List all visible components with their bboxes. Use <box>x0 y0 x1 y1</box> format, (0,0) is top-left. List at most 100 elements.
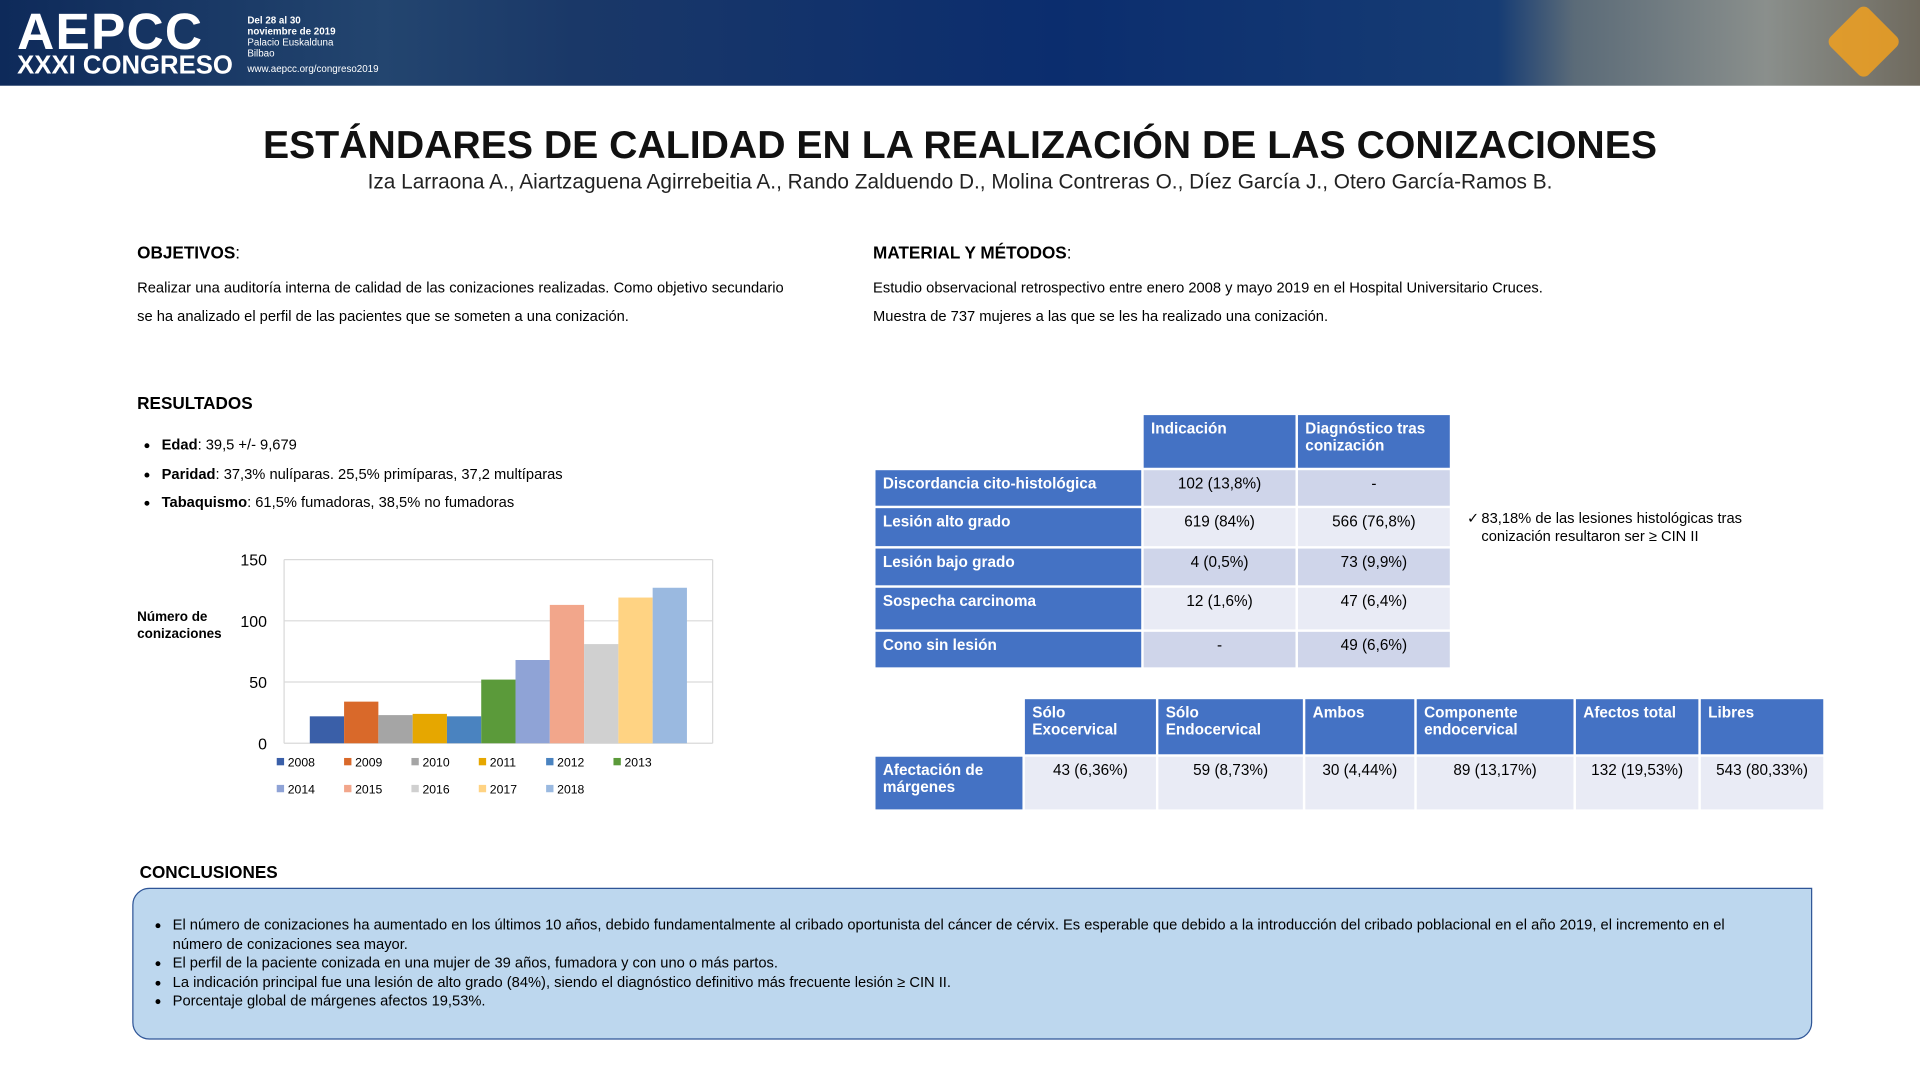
url: www.aepcc.org/congreso2019 <box>247 63 379 75</box>
legend-swatch <box>411 784 419 793</box>
table-margenes-wrap: Sólo Exocervical Sólo Endocervical Ambos Co… <box>873 697 1826 812</box>
y-tick-label: 100 <box>240 614 267 631</box>
resultado-label: Edad <box>161 435 198 454</box>
row-header: Lesión alto grado <box>875 508 1142 547</box>
conclusiones-heading: CONCLUSIONES <box>139 862 278 882</box>
bar <box>584 644 619 744</box>
row: Lesión alto grado 619 (84%) 566 (76,8%) <box>875 508 1450 547</box>
legend-swatch <box>344 784 352 793</box>
venue: Palacio Euskalduna <box>247 36 334 48</box>
bar <box>309 716 345 744</box>
resultado-text: : 61,5% fumadoras, 38,5% no fumadoras <box>247 493 515 511</box>
cell: 102 (13,8%) <box>1143 470 1296 506</box>
column-header: Afectos total <box>1575 699 1699 755</box>
resultados-heading: RESULTADOS <box>137 393 253 413</box>
resultado-item: Tabaquismo: 61,5% fumadoras, 38,5% no fu… <box>162 489 563 518</box>
legend-swatch <box>478 784 487 793</box>
note: ✓ 83,18% de las lesiones histológicas tra… <box>1467 509 1798 546</box>
cell: 543 (80,33%) <box>1700 756 1824 810</box>
objetivos-text: Realizar una auditoría interna de calida… <box>137 279 784 325</box>
y-axis-label: Número de conizaciones <box>137 609 221 641</box>
column-header: Componente endocervical <box>1416 699 1574 755</box>
cell: 619 (84%) <box>1143 508 1296 547</box>
city: Bilbao <box>247 47 275 59</box>
row: Discordancia cito-histológica 102 (13,8%)… <box>875 470 1450 506</box>
legend-label: 2013 <box>624 756 651 770</box>
cell: - <box>1143 631 1296 668</box>
legend-swatch <box>344 757 352 766</box>
cell: 30 (4,44%) <box>1305 756 1415 810</box>
month: noviembre de 2019 <box>247 25 336 37</box>
resultado-item: Edad: 39,5 +/- 9,679 <box>162 431 563 460</box>
column-header: Diagnóstico tras conización <box>1297 415 1450 468</box>
y-tick-label: 0 <box>258 736 267 753</box>
row-header: Lesión bajo grado <box>875 548 1142 586</box>
cell: 43 (6,36%) <box>1024 756 1156 810</box>
legend-label: 2011 <box>490 756 517 770</box>
row-header: Sospecha carcinoma <box>875 587 1142 630</box>
bar <box>446 716 482 744</box>
column-header: Sólo Endocervical <box>1158 699 1303 755</box>
conclusiones-list: El número de conizaciones ha aumentado e… <box>148 916 1762 1011</box>
legend-label: 2017 <box>490 782 517 796</box>
cell: 132 (19,53%) <box>1575 756 1699 810</box>
legend-swatch <box>276 757 285 766</box>
row-header: Afectación de márgenes <box>875 756 1023 810</box>
header-row: Sólo Exocervical Sólo Endocervical Ambos Co… <box>876 699 1824 755</box>
legend-swatch <box>411 757 419 766</box>
y-axis-label-line: Número de <box>137 609 208 624</box>
column-header: Indicación <box>1143 415 1296 468</box>
row: Cono sin lesión -49 (6,6%) <box>875 631 1450 668</box>
note-text: 83,18% de las lesiones histológicas tras… <box>1481 509 1742 545</box>
bar <box>378 715 413 744</box>
y-axis-label-line: conizaciones <box>137 626 221 641</box>
legend-swatch <box>613 757 621 766</box>
legend-swatch <box>546 757 554 766</box>
resultado-label: Tabaquismo <box>161 493 248 511</box>
authors: Iza Larraona A., Aiartzaguena Agirrebeit… <box>367 170 1553 194</box>
y-tick-label: 150 <box>240 553 267 570</box>
legend-label: 2009 <box>355 756 382 770</box>
conclusiones-box: El número de conizaciones ha aumentado e… <box>132 887 1813 1040</box>
cell: 89 (13,17%) <box>1416 756 1574 810</box>
bar <box>618 597 653 744</box>
legend-label: 2015 <box>355 782 382 796</box>
metodos-heading: MATERIAL Y MÉTODOS: <box>873 242 1072 263</box>
logo: AEPCC <box>17 2 204 61</box>
legend-label: 2008 <box>288 756 315 770</box>
row: Lesión bajo grado 4 (0,5%) 73 (9,9%) <box>875 548 1450 586</box>
table: Sólo Exocervical Sólo Endocervical Ambos Co… <box>873 697 1826 812</box>
cell: 4 (0,5%) <box>1143 548 1296 586</box>
resultado-text: : 39,5 +/- 9,679 <box>197 435 297 454</box>
bar <box>515 660 550 744</box>
cell: 59 (8,73%) <box>1158 756 1303 810</box>
bar <box>549 604 585 744</box>
legend-swatch <box>546 784 554 793</box>
legend-swatch <box>276 784 285 793</box>
table: Indicación Diagnóstico tras conización Dis… <box>873 413 1452 670</box>
bar <box>412 713 447 744</box>
header-row: Indicación Diagnóstico tras conización <box>876 415 1450 468</box>
cell: 73 (9,9%) <box>1297 548 1450 586</box>
conclusion-item: La indicación principal fue una lesión d… <box>173 973 1762 992</box>
bar <box>481 679 516 744</box>
legend-label: 2016 <box>422 782 449 796</box>
column-header: Libres <box>1700 699 1824 755</box>
cell: 566 (76,8%) <box>1297 508 1450 547</box>
resultados-list: Edad: 39,5 +/- 9,679 Paridad: 37,3% nulíp… <box>137 431 563 517</box>
resultado-text: : 37,3% nulíparas. 25,5% primíparas, 37,… <box>215 464 563 482</box>
congress: XXXI CONGRESO <box>17 51 233 80</box>
row: Sospecha carcinoma 12 (1,6%) 47 (6,4%) <box>875 587 1450 630</box>
row: Afectación de márgenes 43 (6,36%) 59 (8,73… <box>875 756 1824 810</box>
column-header: Ambos <box>1305 699 1415 755</box>
legend-label: 2010 <box>422 756 449 770</box>
y-tick-label: 50 <box>249 675 267 692</box>
resultado-label: Paridad <box>161 464 216 482</box>
heading-text: OBJETIVOS <box>137 242 236 263</box>
objetivos-heading: OBJETIVOS: <box>137 242 241 263</box>
cell: 47 (6,4%) <box>1297 587 1450 630</box>
column-header: Sólo Exocervical <box>1024 699 1156 755</box>
conclusion-item: El número de conizaciones ha aumentado e… <box>173 916 1762 954</box>
